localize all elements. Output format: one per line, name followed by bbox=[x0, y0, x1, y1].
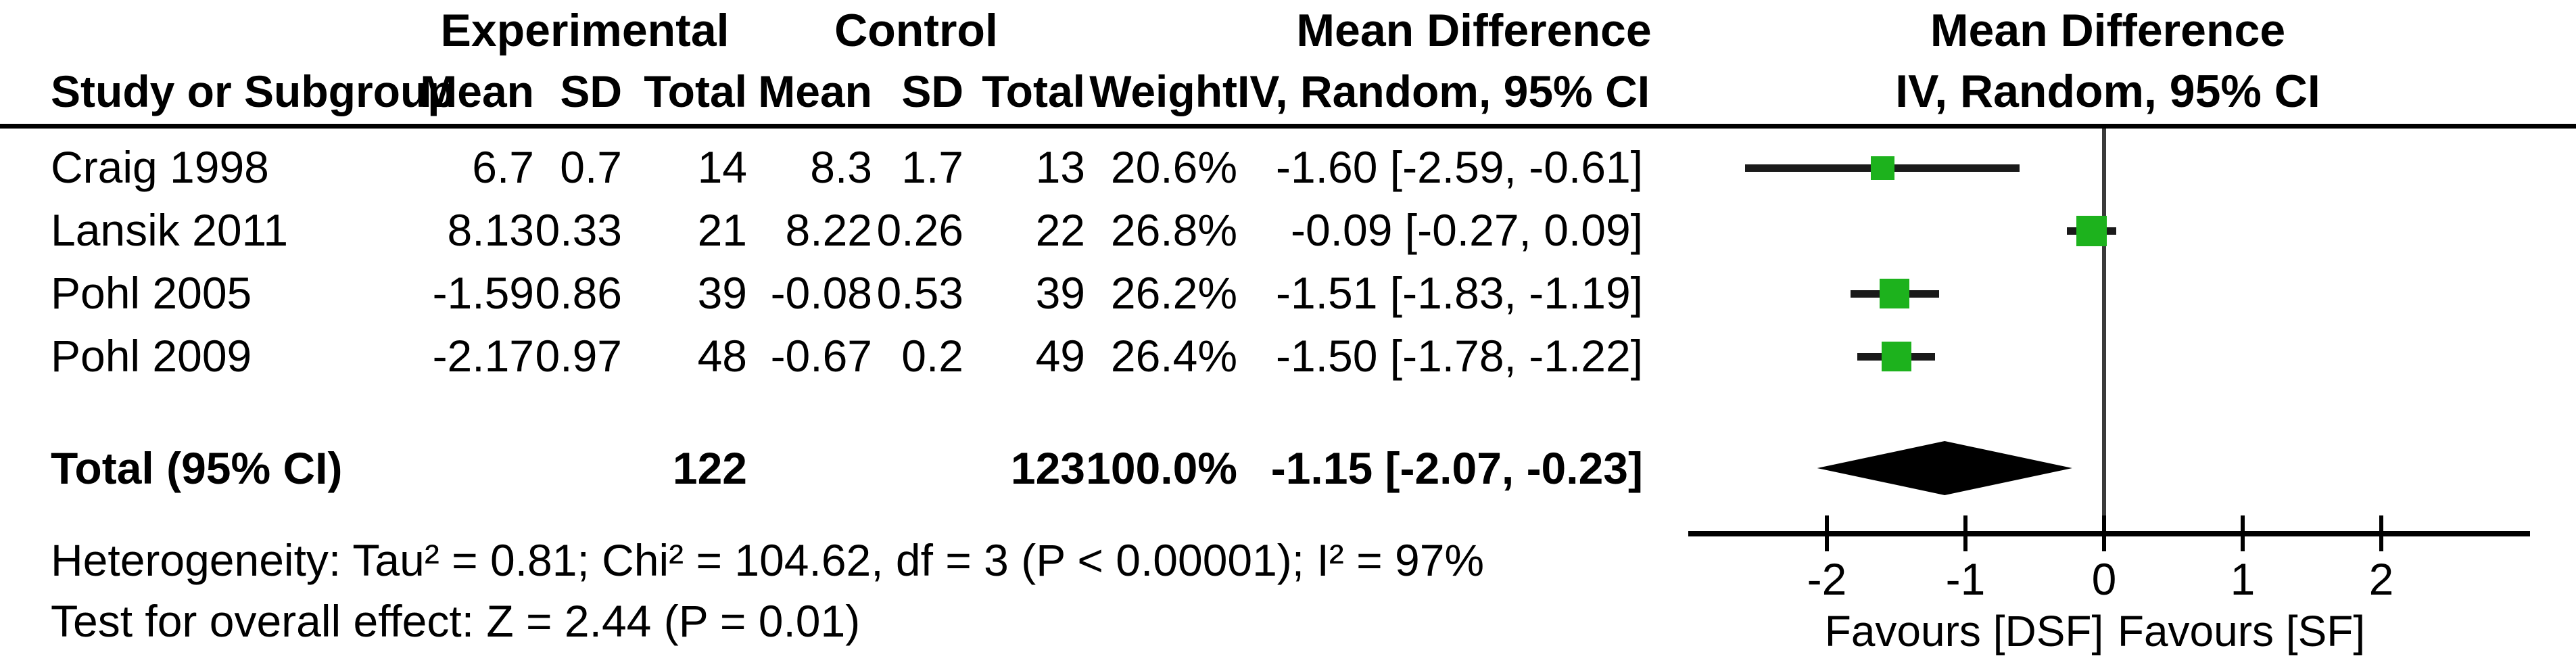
study-row-craig-1998: Craig 1998 6.7 0.7 14 8.3 1.7 13 20.6% -… bbox=[0, 136, 1643, 199]
ctl-total: 49 bbox=[1035, 331, 1085, 381]
exp-mean: 6.7 bbox=[472, 142, 534, 192]
exp-mean: 8.13 bbox=[447, 205, 534, 255]
col-exp-total: Total bbox=[644, 66, 747, 116]
ctl-total: 39 bbox=[1035, 268, 1085, 318]
md-ci-text: -1.50 [-1.78, -1.22] bbox=[1276, 331, 1643, 381]
ctl-total: 22 bbox=[1035, 205, 1085, 255]
weight: 26.8% bbox=[1110, 205, 1237, 255]
header-mean-difference-left: Mean Difference bbox=[1296, 5, 1652, 56]
col-ctl-total: Total bbox=[982, 66, 1085, 116]
exp-total: 21 bbox=[697, 205, 747, 255]
md-ci-text: -1.51 [-1.83, -1.19] bbox=[1276, 268, 1643, 318]
col-exp-sd: SD bbox=[560, 66, 622, 116]
exp-mean: -1.59 bbox=[432, 268, 534, 318]
x-axis-tick bbox=[2102, 515, 2106, 551]
exp-sd: 0.7 bbox=[560, 142, 622, 192]
effect-square-lansik-2011 bbox=[2076, 215, 2107, 246]
header-control: Control bbox=[834, 5, 998, 56]
ctl-mean: -0.08 bbox=[770, 268, 872, 318]
study-name: Lansik 2011 bbox=[51, 205, 289, 255]
ctl-sd: 0.2 bbox=[901, 331, 963, 381]
ctl-mean: -0.67 bbox=[770, 331, 872, 381]
overall-effect-text: Test for overall effect: Z = 2.44 (P = 0… bbox=[51, 596, 861, 646]
x-axis-line bbox=[1688, 531, 2530, 536]
col-ctl-sd: SD bbox=[901, 66, 963, 116]
exp-sd: 0.33 bbox=[535, 205, 622, 255]
col-iv-random-ci-right: IV, Random, 95% CI bbox=[1895, 66, 2320, 117]
header-divider-rule bbox=[0, 124, 2576, 129]
effect-square-pohl-2005 bbox=[1880, 279, 1910, 308]
favours-left-label: Favours [DSF] bbox=[1824, 607, 2104, 656]
exp-total: 39 bbox=[697, 268, 747, 318]
x-axis-tick-label: 2 bbox=[2368, 554, 2394, 604]
total-label: Total (95% CI) bbox=[51, 443, 343, 493]
total-ctl-n: 123 bbox=[1010, 443, 1085, 493]
zero-reference-line bbox=[2102, 129, 2106, 536]
total-md-ci-text: -1.15 [-2.07, -0.23] bbox=[1270, 443, 1643, 493]
header-experimental: Experimental bbox=[440, 5, 730, 56]
col-weight: Weight bbox=[1089, 66, 1237, 116]
col-study-or-subgroup: Study or Subgroup bbox=[51, 66, 455, 116]
x-axis-tick-label: 1 bbox=[2230, 554, 2256, 604]
ctl-mean: 8.22 bbox=[785, 205, 872, 255]
weight: 26.2% bbox=[1110, 268, 1237, 318]
heterogeneity-text: Heterogeneity: Tau² = 0.81; Chi² = 104.6… bbox=[51, 535, 1485, 585]
effect-square-craig-1998 bbox=[1870, 156, 1894, 180]
ctl-sd: 0.53 bbox=[876, 268, 963, 318]
col-exp-mean: Mean bbox=[420, 66, 534, 116]
ctl-sd: 1.7 bbox=[901, 142, 963, 192]
x-axis-tick bbox=[1963, 515, 1967, 551]
exp-mean: -2.17 bbox=[432, 331, 534, 381]
x-axis-tick bbox=[2379, 515, 2383, 551]
weight: 26.4% bbox=[1110, 331, 1237, 381]
study-row-pohl-2009: Pohl 2009 -2.17 0.97 48 -0.67 0.2 49 26.… bbox=[0, 325, 1643, 388]
study-row-pohl-2005: Pohl 2005 -1.59 0.86 39 -0.08 0.53 39 26… bbox=[0, 262, 1643, 325]
study-row-lansik-2011: Lansik 2011 8.13 0.33 21 8.22 0.26 22 26… bbox=[0, 199, 1643, 262]
col-iv-random-ci: IV, Random, 95% CI bbox=[1237, 66, 1650, 116]
x-axis-tick bbox=[2241, 515, 2245, 551]
x-axis-tick-label: 0 bbox=[2091, 554, 2117, 604]
exp-sd: 0.86 bbox=[535, 268, 622, 318]
exp-sd: 0.97 bbox=[535, 331, 622, 381]
ctl-sd: 0.26 bbox=[876, 205, 963, 255]
x-axis-tick-label: -1 bbox=[1945, 554, 1986, 604]
total-weight: 100.0% bbox=[1086, 443, 1237, 493]
header-mean-difference-right: Mean Difference bbox=[1930, 5, 2286, 56]
column-header-row: Study or Subgroup Mean SD Total Mean SD … bbox=[0, 62, 1650, 120]
weight: 20.6% bbox=[1110, 142, 1237, 192]
x-axis-tick bbox=[1825, 515, 1829, 551]
col-ctl-mean: Mean bbox=[758, 66, 872, 116]
md-ci-text: -0.09 [-0.27, 0.09] bbox=[1290, 205, 1643, 255]
total-row: Total (95% CI) 122 123 100.0% -1.15 [-2.… bbox=[0, 437, 1643, 500]
study-name: Pohl 2009 bbox=[51, 331, 252, 381]
ctl-total: 13 bbox=[1035, 142, 1085, 192]
ctl-mean: 8.3 bbox=[810, 142, 872, 192]
exp-total: 14 bbox=[697, 142, 747, 192]
study-name: Pohl 2005 bbox=[51, 268, 252, 318]
effect-square-pohl-2009 bbox=[1881, 342, 1911, 371]
study-name: Craig 1998 bbox=[51, 142, 269, 192]
total-exp-n: 122 bbox=[672, 443, 747, 493]
exp-total: 48 bbox=[697, 331, 747, 381]
x-axis-tick-label: -2 bbox=[1807, 554, 1847, 604]
md-ci-text: -1.60 [-2.59, -0.61] bbox=[1276, 142, 1643, 192]
favours-right-label: Favours [SF] bbox=[2117, 607, 2366, 656]
pooled-effect-diamond bbox=[1817, 441, 2072, 495]
